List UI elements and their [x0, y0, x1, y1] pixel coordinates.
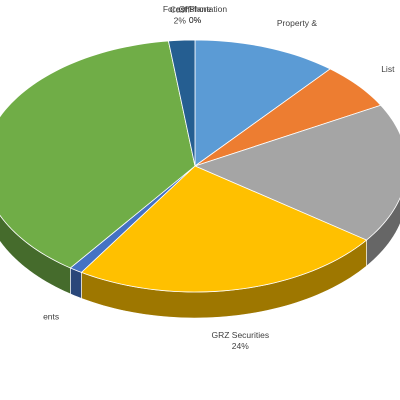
- data-label-value: 24%: [232, 341, 249, 351]
- slice: [80, 165, 368, 293]
- data-label-name: List: [381, 64, 395, 74]
- data-label-name: GRZ Securities: [211, 330, 269, 340]
- data-label-value: 0%: [189, 15, 202, 25]
- slice-side: [70, 267, 82, 299]
- slice: [167, 39, 196, 167]
- slice: [193, 104, 400, 241]
- data-label-name: Property &: [277, 18, 317, 28]
- data-label-value: 2%: [174, 15, 187, 25]
- slice: [194, 68, 382, 167]
- data-label-name: Cash: [170, 4, 190, 14]
- data-label-name: ents: [43, 311, 59, 321]
- slice: [0, 40, 196, 269]
- slice: [194, 39, 331, 167]
- data-label-name: Offshore: [179, 4, 212, 14]
- data-label-value: 0%: [189, 15, 202, 25]
- data-label-name: Forest Plantation: [163, 4, 228, 14]
